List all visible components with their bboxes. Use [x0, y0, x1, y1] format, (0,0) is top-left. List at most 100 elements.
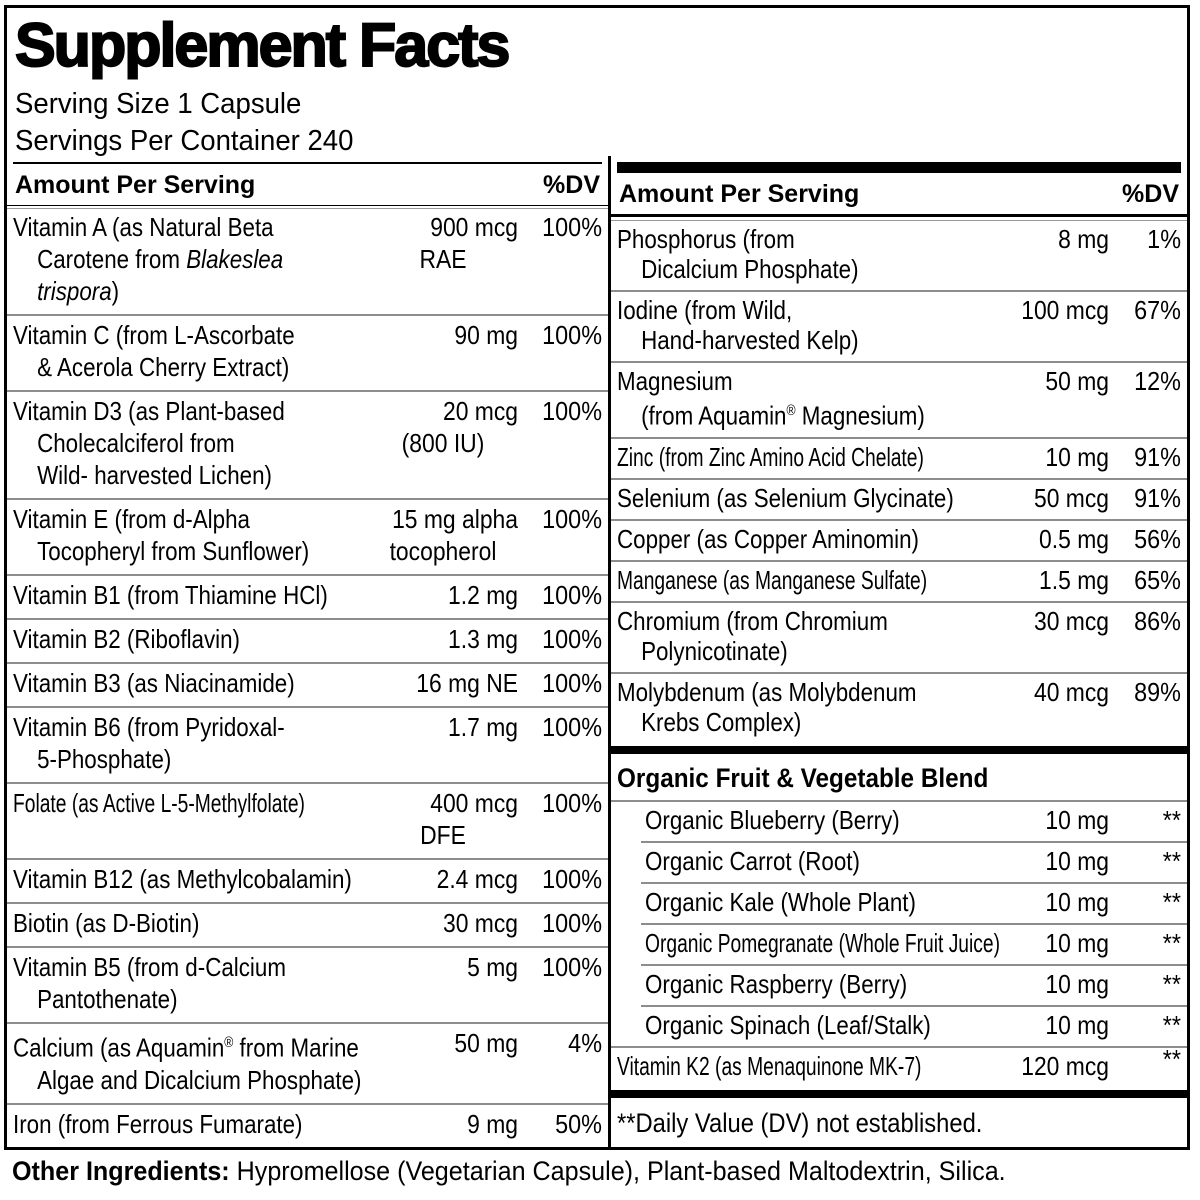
- nutrient-name: Vitamin B6 (from Pyridoxal- 5-Phosphate): [13, 712, 285, 775]
- section-bar: [611, 1089, 1187, 1098]
- nutrient-name: Copper (as Copper Aminomin): [617, 523, 919, 554]
- nutrient-dv: 67%: [1134, 295, 1181, 326]
- nutrient-amount: 10 mg: [1045, 1009, 1109, 1040]
- nutrient-row: Selenium (as Selenium Glycinate) 50 mcg 91…: [611, 480, 1187, 519]
- nutrient-amount: 20 mcg (800 IU): [401, 396, 518, 459]
- nutrient-dv: 12%: [1134, 366, 1181, 397]
- nutrient-amount: 1.7 mg: [448, 712, 518, 743]
- nutrient-row: Vitamin A (as Natural Beta Carotene from …: [7, 208, 608, 314]
- nutrient-dv: **: [1162, 886, 1181, 917]
- nutrient-dv: **: [1162, 845, 1181, 876]
- blend-rows: Organic Blueberry (Berry) 10 mg ** Organic …: [611, 802, 1187, 1087]
- nutrient-row: Vitamin B3 (as Niacinamide) 16 mg NE 100%: [7, 664, 608, 706]
- nutrient-dv: 100%: [542, 396, 602, 427]
- nutrient-amount: 10 mg: [1045, 845, 1109, 876]
- nutrient-dv: **: [1162, 804, 1181, 835]
- servings-per-container: Servings Per Container 240: [15, 125, 354, 158]
- blend-section-header: Organic Fruit & Vegetable Blend: [611, 757, 1187, 802]
- nutrient-row: Organic Pomegranate (Whole Fruit Juice) 1…: [611, 925, 1187, 964]
- nutrient-row: Iodine (from Wild, Hand-harvested Kelp) 10…: [611, 292, 1187, 361]
- right-column: Amount Per Serving %DV Phosphorus (from D…: [611, 156, 1187, 1147]
- row-divider: [7, 390, 608, 393]
- nutrient-dv: **: [1162, 1009, 1181, 1040]
- nutrient-dv: **: [1162, 1043, 1181, 1074]
- nutrient-dv: 4%: [568, 1028, 602, 1059]
- section-bar: [611, 745, 1187, 754]
- nutrient-dv: 100%: [542, 320, 602, 351]
- nutrient-dv: 100%: [542, 504, 602, 535]
- nutrient-name: Folate (as Active L-5-Methylfolate): [13, 788, 305, 819]
- nutrient-name: Vitamin B1 (from Thiamine HCl): [13, 580, 328, 611]
- row-divider: [641, 963, 1187, 966]
- nutrient-amount: 900 mcg RAE: [419, 212, 518, 275]
- row-divider: [7, 1102, 608, 1105]
- nutrient-dv: 100%: [542, 580, 602, 611]
- nutrient-row: Organic Kale (Whole Plant) 10 mg **: [611, 884, 1187, 923]
- nutrient-rows-right: Phosphorus (from Dicalcium Phosphate) 8 mg…: [611, 221, 1187, 743]
- nutrient-name: Iodine (from Wild, Hand-harvested Kelp): [617, 295, 859, 356]
- row-divider: [611, 600, 1187, 603]
- nutrient-row: Vitamin K2 (as Menaquinone MK-7) 120 mcg *…: [611, 1044, 1187, 1087]
- nutrient-row: Magnesium (from Aquamin® Magnesium) 50 mg 1…: [611, 363, 1187, 437]
- nutrient-name: Chromium (from Chromium Polynicotinate): [617, 605, 888, 666]
- nutrient-dv: 86%: [1134, 605, 1181, 636]
- left-column: Amount Per Serving %DV Vitamin A (as Nat…: [7, 156, 608, 1147]
- nutrient-row: Vitamin B1 (from Thiamine HCl) 1.2 mg 100%: [7, 576, 608, 618]
- supplement-facts-panel: Supplement Facts Serving Size 1 Capsule …: [4, 5, 1190, 1150]
- page-title: Supplement Facts: [14, 11, 511, 79]
- row-divider: [611, 477, 1187, 480]
- nutrient-name: Molybdenum (as Molybdenum Krebs Complex): [617, 676, 917, 737]
- nutrient-amount: 10 mg: [1045, 886, 1109, 917]
- nutrient-row: Vitamin B12 (as Methylcobalamin) 2.4 mcg 1…: [7, 860, 608, 902]
- nutrient-row: Iron (from Ferrous Fumarate) 9 mg 50%: [7, 1105, 608, 1147]
- amount-per-serving-label: Amount Per Serving: [619, 179, 860, 208]
- row-divider: [7, 314, 608, 317]
- amount-per-serving-label: Amount Per Serving: [15, 170, 256, 199]
- nutrient-amount: 50 mg: [1045, 366, 1109, 397]
- nutrient-amount: 1.5 mg: [1039, 564, 1109, 595]
- row-divider: [641, 1004, 1187, 1007]
- nutrient-dv: 100%: [542, 864, 602, 895]
- row-divider: [7, 902, 608, 905]
- nutrient-name: Biotin (as D-Biotin): [13, 908, 200, 939]
- row-divider: [7, 946, 608, 949]
- nutrient-name: Calcium (as Aquamin® from Marine Algae an…: [13, 1032, 362, 1095]
- nutrient-row: Vitamin C (from L-Ascorbate & Acerola Che…: [7, 316, 608, 390]
- nutrient-name: Organic Pomegranate (Whole Fruit Juice): [645, 927, 1001, 958]
- nutrient-amount: 9 mg: [467, 1108, 518, 1139]
- nutrient-name: Manganese (as Manganese Sulfate): [617, 564, 928, 595]
- column-header-right: Amount Per Serving %DV: [611, 173, 1187, 214]
- nutrient-name: Selenium (as Selenium Glycinate): [617, 482, 954, 513]
- row-divider: [7, 574, 608, 577]
- nutrient-row: Molybdenum (as Molybdenum Krebs Complex) 4…: [611, 674, 1187, 743]
- nutrient-amount: 50 mcg: [1033, 482, 1109, 513]
- nutrient-amount: 15 mg alpha tocopherol: [389, 504, 518, 567]
- nutrient-amount: 10 mg: [1045, 441, 1109, 472]
- row-divider: [7, 858, 608, 861]
- nutrient-name: Vitamin D3 (as Plant-based Cholecalcifero…: [13, 396, 285, 491]
- nutrient-name: Organic Kale (Whole Plant): [645, 886, 916, 917]
- other-ingredients: Other Ingredients: Hypromellose (Vegetar…: [12, 1156, 1006, 1187]
- nutrient-name: Organic Spinach (Leaf/Stalk): [645, 1009, 931, 1040]
- row-divider: [611, 436, 1187, 439]
- nutrient-amount: 120 mcg: [1021, 1050, 1109, 1081]
- row-divider: [7, 782, 608, 785]
- nutrient-name: Vitamin B5 (from d-Calcium Pantothenate): [13, 952, 286, 1015]
- row-divider: [7, 1022, 608, 1025]
- nutrient-amount: 10 mg: [1045, 804, 1109, 835]
- nutrient-row: Manganese (as Manganese Sulfate) 1.5 mg 65…: [611, 562, 1187, 601]
- dv-label: %DV: [543, 170, 600, 199]
- nutrient-amount: 10 mg: [1045, 927, 1109, 958]
- nutrient-row: Copper (as Copper Aminomin) 0.5 mg 56%: [611, 521, 1187, 560]
- row-divider: [611, 1045, 1187, 1048]
- nutrient-name: Organic Raspberry (Berry): [645, 968, 908, 999]
- other-ingredients-label: Other Ingredients:: [12, 1156, 230, 1186]
- nutrient-row: Calcium (as Aquamin® from Marine Algae an…: [7, 1024, 608, 1103]
- section-bar: [13, 162, 602, 164]
- panel-header: Supplement Facts Serving Size 1 Capsule …: [7, 8, 1187, 160]
- row-divider: [7, 662, 608, 665]
- columns: Amount Per Serving %DV Vitamin A (as Nat…: [7, 156, 1187, 1147]
- nutrient-name: Vitamin C (from L-Ascorbate & Acerola Che…: [13, 320, 295, 383]
- nutrient-dv: 100%: [542, 952, 602, 983]
- nutrient-dv: 100%: [542, 712, 602, 743]
